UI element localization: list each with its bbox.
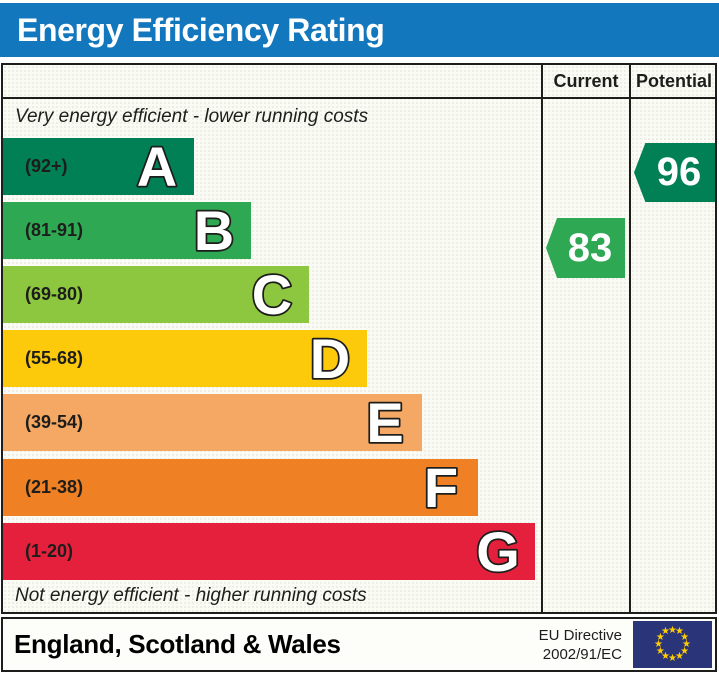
svg-text:D: D: [310, 330, 350, 387]
title-bar: Energy Efficiency Rating: [0, 3, 719, 57]
eu-star-icon: ★: [661, 650, 670, 662]
band-a-grade-letter: A: [135, 138, 179, 195]
potential-column-divider: [629, 63, 631, 614]
bottom-note: Not energy efficient - higher running co…: [15, 585, 367, 606]
band-a-range-label: (92+): [25, 156, 68, 176]
eu-star-icon: ★: [668, 652, 677, 664]
eu-star-icon: ★: [655, 645, 665, 657]
region-label: England, Scotland & Wales: [14, 629, 341, 659]
band-e-grade-letter: E: [365, 394, 406, 451]
band-b-grade-letter: B: [192, 202, 236, 259]
current-rating-value: 83: [567, 225, 613, 270]
eu-star-icon: ★: [654, 638, 663, 650]
band-e-range-label: (39-54): [25, 412, 84, 432]
band-c: (69-80) C: [3, 266, 309, 323]
eu-flag-icon: ★ ★ ★ ★ ★ ★ ★ ★ ★ ★ ★ ★: [633, 621, 712, 668]
band-g: (1-20) G: [3, 523, 535, 580]
band-d-range-label: (55-68): [25, 348, 84, 368]
current-rating-marker: 83: [546, 218, 625, 278]
top-note: Very energy efficient - lower running co…: [15, 106, 369, 127]
eu-star-icon: ★: [680, 631, 690, 643]
band-e: (39-54) E: [3, 394, 422, 451]
page-title: Energy Efficiency Rating: [17, 11, 385, 48]
svg-text:E: E: [366, 394, 403, 451]
band-a: (92+) A: [3, 138, 194, 195]
band-c-grade-letter: C: [250, 266, 294, 323]
footer-bar: England, Scotland & Wales EU Directive 2…: [1, 617, 717, 672]
eu-star-icon: ★: [655, 631, 665, 643]
column-header-potential: Potential: [635, 71, 712, 91]
eu-directive-line2: 2002/91/EC: [542, 645, 622, 663]
svg-text:C: C: [252, 266, 292, 323]
svg-text:A: A: [137, 138, 177, 195]
band-f-grade-letter: F: [422, 459, 460, 516]
eu-star-icon: ★: [661, 626, 670, 638]
band-b: (81-91) B: [3, 202, 251, 259]
band-g-range-label: (1-20): [25, 541, 74, 561]
svg-text:B: B: [194, 202, 234, 259]
eu-star-icon: ★: [675, 650, 684, 662]
band-f-range-label: (21-38): [25, 477, 84, 497]
svg-text:F: F: [424, 459, 458, 516]
eu-directive-line1: EU Directive: [538, 626, 622, 644]
band-d: (55-68) D: [3, 330, 367, 387]
band-b-range-label: (81-91): [25, 220, 84, 240]
potential-rating-marker: 96: [634, 143, 715, 202]
current-column-divider: [541, 63, 543, 614]
column-header-current: Current: [553, 71, 619, 91]
svg-text:G: G: [476, 523, 520, 580]
potential-rating-value: 96: [656, 150, 702, 194]
eu-directive-label: EU Directive 2002/91/EC: [539, 626, 622, 664]
header-row-divider: [1, 97, 717, 99]
band-f: (21-38) F: [3, 459, 478, 516]
eu-star-icon: ★: [675, 626, 684, 638]
band-c-range-label: (69-80): [25, 284, 84, 304]
eu-star-icon: ★: [668, 624, 677, 636]
band-g-grade-letter: G: [474, 523, 521, 580]
eu-star-icon: ★: [682, 638, 691, 650]
band-d-grade-letter: D: [308, 330, 352, 387]
eu-star-icon: ★: [680, 645, 690, 657]
